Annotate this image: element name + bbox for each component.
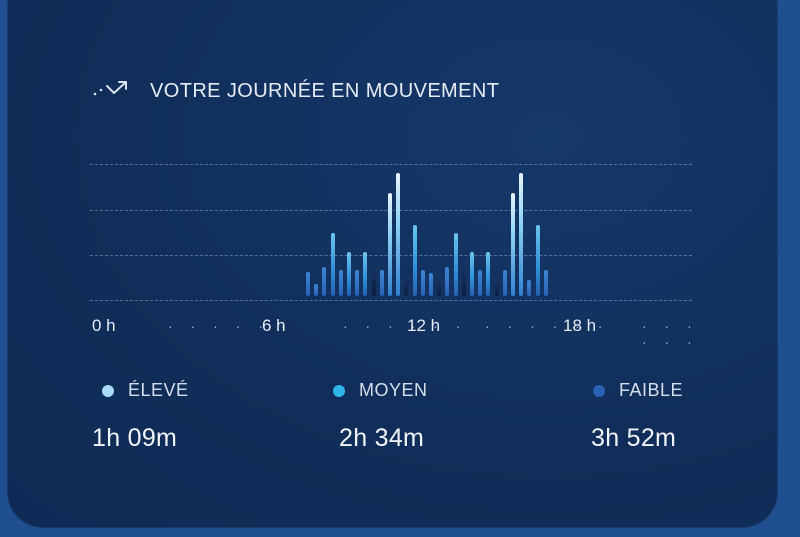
gridline: [90, 300, 692, 301]
high-dot-icon: [102, 384, 114, 397]
activity-bar: [347, 252, 351, 296]
gridline: [90, 164, 692, 165]
activity-bar: [379, 270, 384, 296]
axis-label-18h: 18 h: [563, 316, 597, 335]
activity-bar: [470, 252, 474, 296]
axis-label-12h: 12 h: [407, 316, 441, 335]
medium-dot-icon: [333, 384, 345, 397]
axis-dots: · · · · · ·: [168, 318, 293, 334]
activity-bar: [412, 225, 417, 296]
activity-bar: [404, 280, 409, 296]
activity-bar: [330, 233, 335, 296]
activity-bar: [445, 267, 450, 296]
legend-label-low: FAIBLE: [619, 380, 684, 400]
legend-high: ÉLEVÉ: [102, 380, 189, 401]
activity-bar: [355, 270, 360, 296]
activity-card: [7, 0, 778, 528]
low-dot-icon: [593, 384, 605, 397]
legend-medium: MOYEN: [333, 380, 428, 401]
activity-bar: [502, 270, 507, 296]
high-total: 1h 09m: [92, 424, 178, 452]
axis-dots: · · · · · ·: [485, 318, 610, 334]
activity-bar: [461, 270, 466, 296]
activity-bar: [388, 193, 392, 296]
activity-bar: [478, 270, 483, 296]
axis-label-6h: 6 h: [262, 316, 286, 335]
activity-bar: [543, 270, 548, 296]
activity-bar-chart: [90, 160, 692, 305]
activity-bar: [420, 270, 425, 296]
medium-total: 2h 34m: [339, 424, 425, 452]
activity-bar: [511, 193, 515, 296]
x-axis: 0 h · · · · · · 6 h · · · · · · 12 h · ·…: [90, 316, 700, 350]
activity-bar: [527, 280, 532, 296]
activity-bar: [453, 233, 458, 296]
activity-bar: [519, 173, 524, 296]
activity-bar: [429, 273, 433, 296]
activity-bar: [535, 225, 540, 296]
card-header: VOTRE JOURNÉE EN MOUVEMENT: [92, 78, 499, 104]
activity-bar: [338, 270, 343, 296]
legend-label-medium: MOYEN: [359, 380, 428, 400]
activity-bar: [486, 252, 491, 296]
card-title: VOTRE JOURNÉE EN MOUVEMENT: [150, 79, 500, 102]
activity-bar: [306, 272, 310, 296]
legend-label-high: ÉLEVÉ: [128, 380, 189, 400]
activity-bar: [437, 282, 442, 296]
activity-bar: [371, 270, 376, 296]
low-total: 3h 52m: [591, 424, 677, 452]
activity-bar: [396, 173, 401, 296]
trend-arrow-icon: [92, 79, 132, 104]
axis-dots: · · · · · ·: [642, 318, 699, 350]
legend-low: FAIBLE: [593, 380, 683, 401]
axis-label-0h: 0 h: [92, 316, 116, 335]
activity-bar: [314, 284, 319, 296]
activity-bar: [322, 267, 327, 296]
axis-dots: · · · · · ·: [343, 318, 468, 334]
activity-bar: [363, 252, 368, 296]
activity-bar: [494, 282, 499, 296]
